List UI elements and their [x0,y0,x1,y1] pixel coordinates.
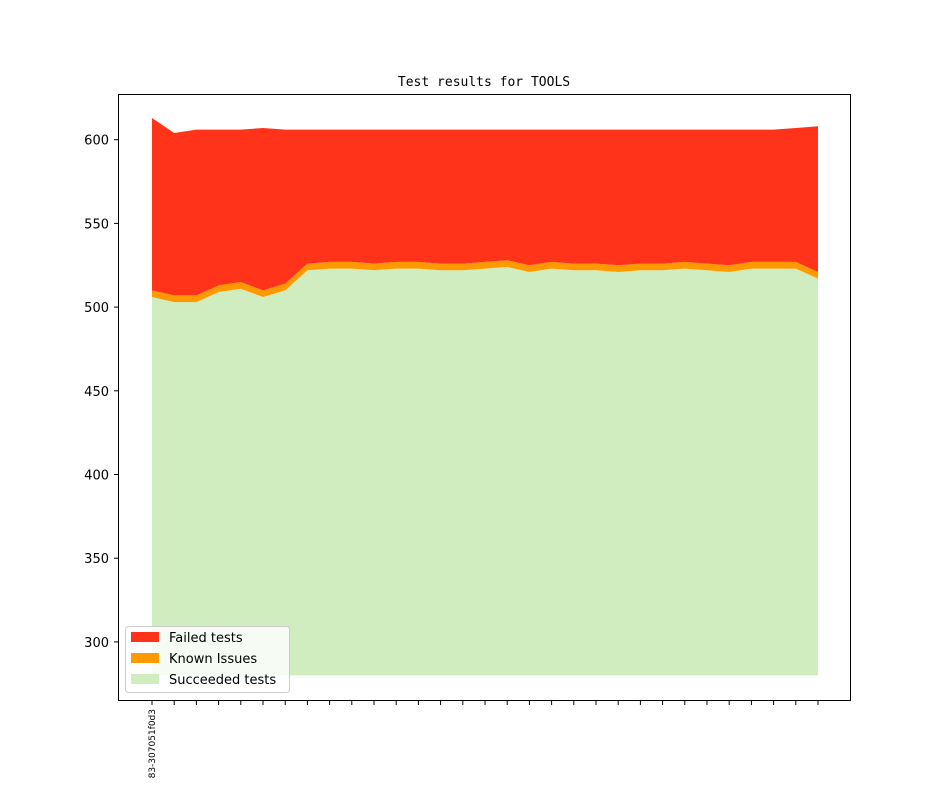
x-tick-label: 83-307051f0d3 [148,709,158,778]
x-axis: 83-307051f0d3 [148,700,819,778]
y-tick-label: 350 [84,552,109,567]
y-tick-label: 550 [84,217,109,232]
legend-label-known-issues: Known Issues [169,652,257,667]
legend-swatch-succeeded-tests [131,674,159,684]
area-layers [152,117,818,676]
y-tick-label: 450 [84,385,109,400]
plot-frame [118,94,851,701]
legend-label-succeeded-tests: Succeeded tests [169,673,276,688]
legend-label-failed-tests: Failed tests [169,631,243,646]
area-failed-tests [152,117,818,296]
legend-box [125,626,290,693]
y-axis: 300 350 400 450 500 550 600 [84,134,119,651]
y-tick-label: 400 [84,469,109,484]
y-tick-label: 600 [84,134,109,149]
legend: Failed tests Known Issues Succeeded tests [125,626,290,693]
y-tick-label: 300 [84,636,109,651]
legend-swatch-failed-tests [131,632,159,642]
area-known-issues [152,260,818,303]
area-succeeded-tests [152,266,818,676]
legend-swatch-known-issues [131,653,159,663]
y-tick-label: 500 [84,301,109,316]
chart-title: Test results for TOOLS [398,75,570,90]
